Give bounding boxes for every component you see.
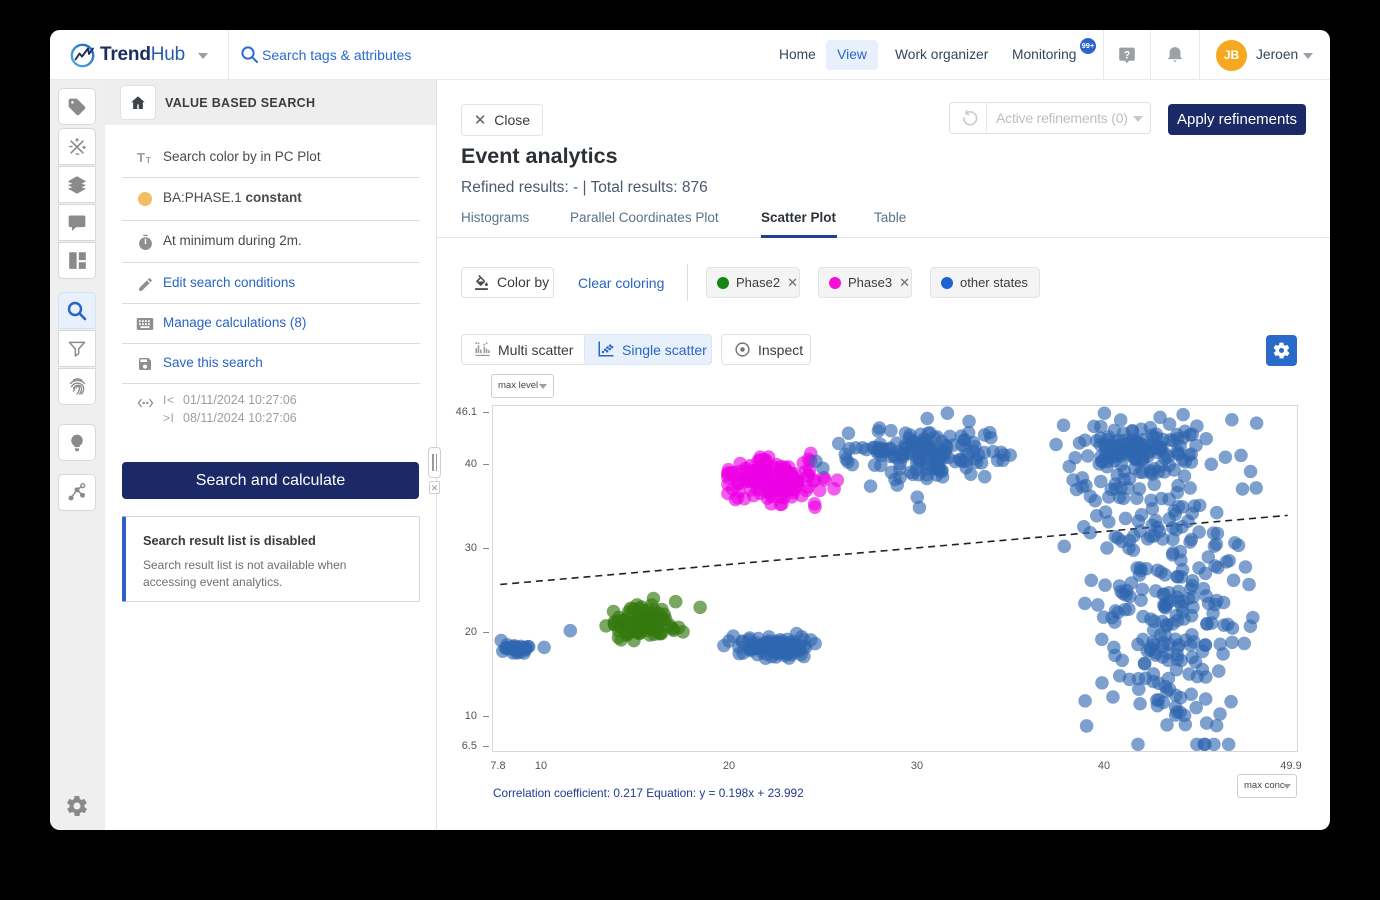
svg-text:T: T xyxy=(137,150,145,165)
svg-text:T: T xyxy=(146,156,151,165)
svg-text:?: ? xyxy=(1124,49,1131,61)
